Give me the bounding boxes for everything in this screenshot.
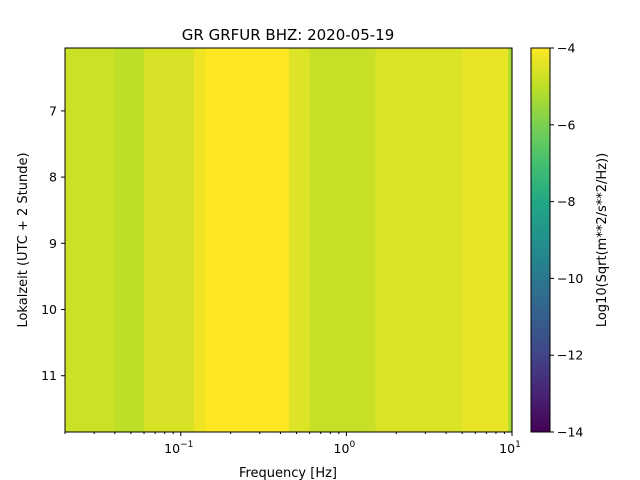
y-axis-ticks: 7 8 9 10 11	[41, 103, 65, 383]
heatmap-band	[375, 48, 463, 432]
colorbar-label: Log10(Sqrt(m**2/s**2/Hz))	[595, 153, 610, 327]
spectrogram-heatmap	[65, 48, 513, 432]
x-tick-label: 101	[499, 440, 521, 456]
heatmap-band	[309, 48, 377, 432]
y-tick-label: 8	[49, 170, 57, 185]
colorbar-tick-label: −6	[557, 117, 575, 132]
chart-title: GR GRFUR BHZ: 2020-05-19	[182, 26, 395, 44]
heatmap-band	[144, 48, 195, 432]
colorbar	[530, 47, 551, 433]
colorbar-tick-label: −10	[557, 271, 583, 286]
colorbar-ticks: −4 −6 −8 −10 −12 −14	[550, 41, 583, 440]
colorbar-tick-label: −12	[557, 348, 583, 363]
x-axis-ticks: 10−1 100 101	[64, 432, 521, 456]
heatmap-band	[288, 48, 311, 432]
heatmap-band	[114, 48, 145, 432]
y-tick-label: 7	[49, 103, 57, 118]
y-tick-label: 11	[41, 368, 57, 383]
colorbar-tick-label: −4	[557, 41, 575, 56]
x-tick-label: 100	[334, 440, 356, 456]
x-axis-label: Frequency [Hz]	[239, 466, 337, 480]
colorbar-tick-label: −14	[557, 425, 583, 440]
heatmap-band	[193, 48, 206, 432]
heatmap-band	[462, 48, 509, 432]
heatmap-band	[204, 48, 290, 432]
colorbar-tick-label: −8	[557, 194, 575, 209]
heatmap-band	[508, 48, 513, 432]
plot-frame	[64, 47, 513, 433]
y-axis-label: Lokalzeit (UTC + 2 Stunde)	[16, 152, 31, 327]
y-tick-label: 10	[41, 302, 57, 317]
heatmap-band	[65, 48, 116, 432]
y-tick-label: 9	[49, 236, 57, 251]
x-tick-label: 10−1	[164, 440, 193, 456]
